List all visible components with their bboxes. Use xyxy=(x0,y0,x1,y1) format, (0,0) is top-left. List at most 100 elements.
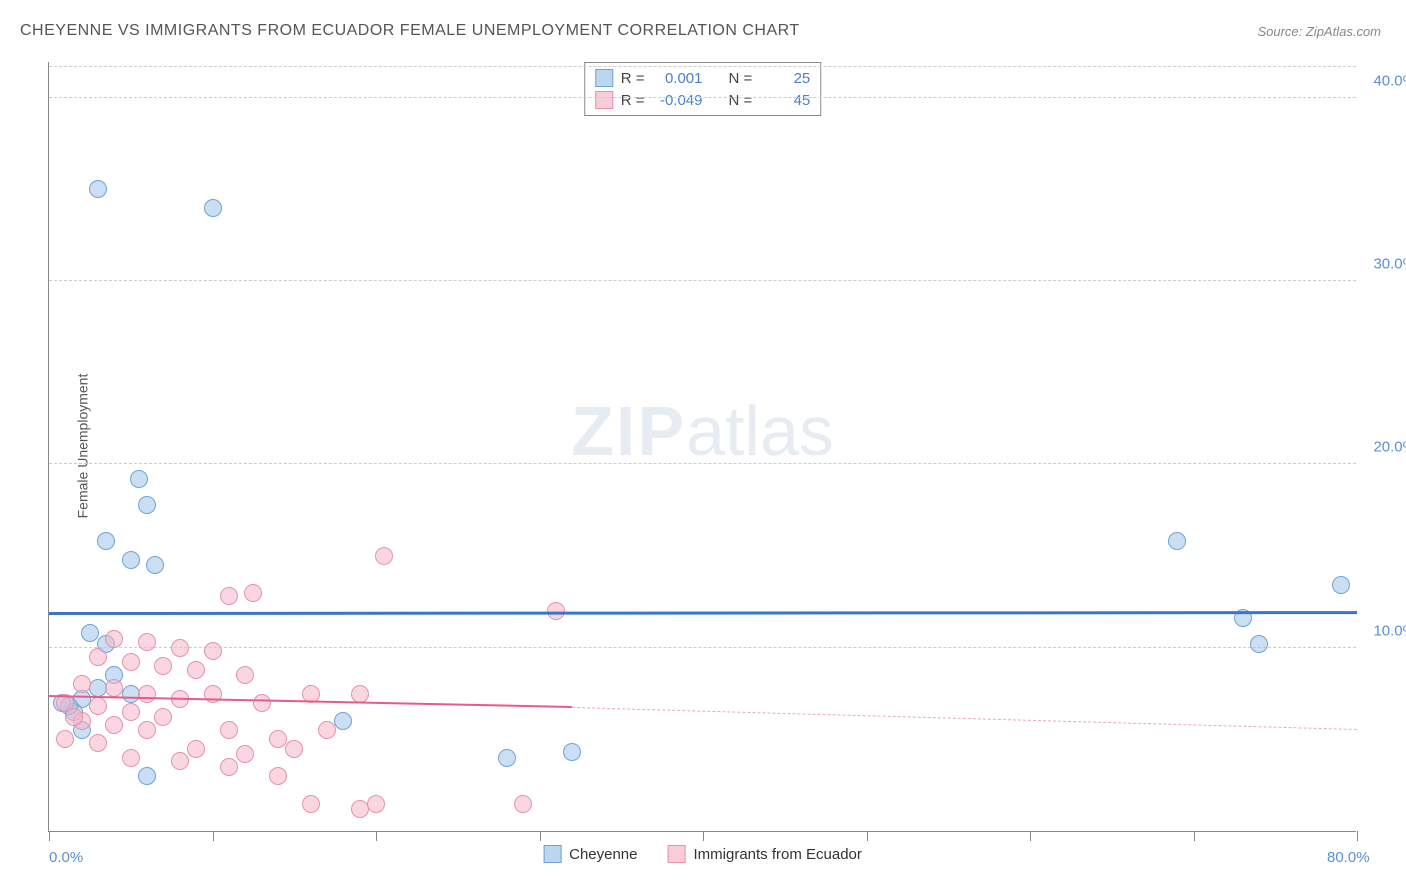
data-point xyxy=(302,795,320,813)
legend-swatch xyxy=(595,91,613,109)
x-tick xyxy=(703,831,704,841)
data-point xyxy=(138,633,156,651)
data-point xyxy=(375,547,393,565)
watermark-light: atlas xyxy=(686,392,834,470)
data-point xyxy=(269,767,287,785)
x-tick-label: 0.0% xyxy=(49,849,83,866)
data-point xyxy=(89,180,107,198)
data-point xyxy=(204,199,222,217)
watermark: ZIPatlas xyxy=(571,391,834,471)
data-point xyxy=(318,721,336,739)
data-point xyxy=(187,661,205,679)
legend-label: Cheyenne xyxy=(569,846,637,863)
data-point xyxy=(253,694,271,712)
data-point xyxy=(154,657,172,675)
gridline-horizontal xyxy=(49,97,1356,98)
data-point xyxy=(236,745,254,763)
source-attribution: Source: ZipAtlas.com xyxy=(1257,24,1381,39)
x-tick xyxy=(540,831,541,841)
stat-n-label: N = xyxy=(729,92,753,109)
chart-container: CHEYENNE VS IMMIGRANTS FROM ECUADOR FEMA… xyxy=(0,0,1406,892)
data-point xyxy=(65,708,83,726)
x-tick xyxy=(49,831,50,841)
data-point xyxy=(269,730,287,748)
data-point xyxy=(89,734,107,752)
data-point xyxy=(97,532,115,550)
legend-swatch xyxy=(595,69,613,87)
data-point xyxy=(220,758,238,776)
legend-swatch xyxy=(543,845,561,863)
y-tick-label: 10.0% xyxy=(1373,622,1406,639)
data-point xyxy=(138,721,156,739)
stat-r-value: 0.001 xyxy=(653,70,703,87)
plot-area: ZIPatlas R =0.001N =25R =-0.049N =45 Che… xyxy=(48,62,1356,832)
data-point xyxy=(89,648,107,666)
data-point xyxy=(351,685,369,703)
data-point xyxy=(105,716,123,734)
data-point xyxy=(514,795,532,813)
data-point xyxy=(1250,635,1268,653)
data-point xyxy=(220,721,238,739)
stat-n-label: N = xyxy=(729,70,753,87)
x-tick xyxy=(213,831,214,841)
data-point xyxy=(563,743,581,761)
x-tick xyxy=(1030,831,1031,841)
y-tick-label: 20.0% xyxy=(1373,439,1406,456)
watermark-bold: ZIP xyxy=(571,392,686,470)
data-point xyxy=(138,685,156,703)
chart-title: CHEYENNE VS IMMIGRANTS FROM ECUADOR FEMA… xyxy=(20,22,800,40)
legend-stats-row: R =0.001N =25 xyxy=(595,67,811,89)
data-point xyxy=(122,551,140,569)
data-point xyxy=(171,752,189,770)
data-point xyxy=(204,642,222,660)
data-point xyxy=(236,666,254,684)
data-point xyxy=(73,675,91,693)
data-point xyxy=(56,730,74,748)
x-tick xyxy=(1194,831,1195,841)
data-point xyxy=(171,639,189,657)
data-point xyxy=(285,740,303,758)
x-tick-label: 80.0% xyxy=(1327,849,1370,866)
data-point xyxy=(122,653,140,671)
y-tick-label: 40.0% xyxy=(1373,72,1406,89)
y-tick-label: 30.0% xyxy=(1373,256,1406,273)
stat-r-label: R = xyxy=(621,92,645,109)
stat-r-label: R = xyxy=(621,70,645,87)
gridline-horizontal xyxy=(49,463,1356,464)
gridline-horizontal xyxy=(49,280,1356,281)
data-point xyxy=(138,496,156,514)
data-point xyxy=(351,800,369,818)
legend-stats-row: R =-0.049N =45 xyxy=(595,89,811,111)
x-tick xyxy=(1357,831,1358,841)
legend-item: Immigrants from Ecuador xyxy=(668,845,862,863)
stat-n-value: 45 xyxy=(760,92,810,109)
data-point xyxy=(146,556,164,574)
data-point xyxy=(122,685,140,703)
data-point xyxy=(105,679,123,697)
data-point xyxy=(498,749,516,767)
data-point xyxy=(220,587,238,605)
legend-stats-box: R =0.001N =25R =-0.049N =45 xyxy=(584,62,822,116)
data-point xyxy=(187,740,205,758)
data-point xyxy=(81,624,99,642)
x-tick xyxy=(376,831,377,841)
data-point xyxy=(138,767,156,785)
data-point xyxy=(130,470,148,488)
data-point xyxy=(122,703,140,721)
data-point xyxy=(105,630,123,648)
data-point xyxy=(367,795,385,813)
trend-line-extrapolated xyxy=(572,707,1357,730)
data-point xyxy=(89,679,107,697)
legend-label: Immigrants from Ecuador xyxy=(694,846,862,863)
data-point xyxy=(1332,576,1350,594)
data-point xyxy=(334,712,352,730)
legend-item: Cheyenne xyxy=(543,845,637,863)
legend-series: Cheyenne Immigrants from Ecuador xyxy=(543,845,862,863)
trend-line xyxy=(49,611,1357,615)
data-point xyxy=(1168,532,1186,550)
gridline-horizontal xyxy=(49,647,1356,648)
data-point xyxy=(122,749,140,767)
gridline-horizontal xyxy=(49,66,1356,67)
x-tick xyxy=(867,831,868,841)
data-point xyxy=(244,584,262,602)
